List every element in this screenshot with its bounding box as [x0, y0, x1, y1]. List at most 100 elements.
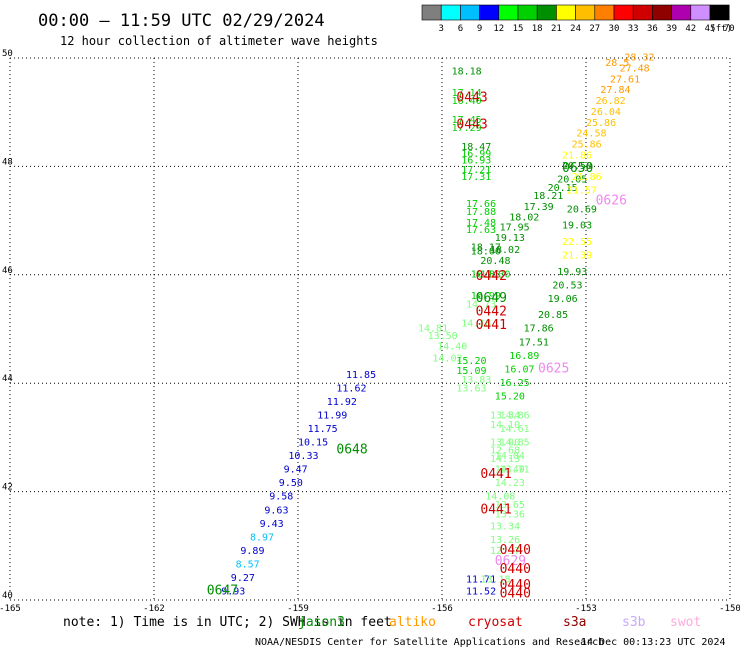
- swh-label: 26.04: [591, 107, 621, 118]
- swh-label: 8.97: [250, 532, 274, 543]
- swh-label: 14.49: [495, 465, 525, 476]
- swh-label: 27.84: [600, 85, 630, 96]
- swh-label: 17.86: [524, 324, 554, 335]
- colorbar-swatch: [709, 4, 730, 21]
- track-time-label: 0440: [500, 586, 531, 601]
- grid-lines: [9, 57, 731, 601]
- swh-label: 17.39: [524, 202, 554, 213]
- swh-label: 17.63: [466, 225, 496, 236]
- colorbar-label: 70: [724, 24, 735, 34]
- swh-label: 21.57: [567, 186, 597, 197]
- x-tick-label: -156: [431, 604, 453, 614]
- colorbar-label: 9: [477, 24, 482, 34]
- chart-title: 00:00 – 11:59 UTC 02/29/2024: [38, 11, 325, 31]
- colorbar-label: 36: [647, 24, 658, 34]
- colorbar-swatch: [594, 4, 615, 21]
- swh-label: 19.13: [495, 233, 525, 244]
- track-time-label: 0649: [476, 291, 507, 306]
- swh-label: 15.20: [456, 356, 486, 367]
- track-time-label: 0440: [500, 562, 531, 577]
- swh-label: 20.58: [562, 161, 592, 172]
- y-tick-label: 50: [2, 49, 13, 59]
- swh-label: 27.61: [610, 74, 640, 85]
- swh-label: 18.17: [471, 242, 501, 253]
- colorbar-swatch: [440, 4, 461, 21]
- y-tick-label: 40: [2, 591, 13, 601]
- swh-label: 11.52: [466, 587, 496, 598]
- swh-label: 14.02: [432, 354, 462, 365]
- swh-label: 14.18: [461, 318, 491, 329]
- colorbar-swatch: [460, 4, 480, 21]
- swh-label: 17.14: [452, 88, 482, 99]
- swh-label: 16.07: [504, 364, 534, 375]
- y-tick-label: 42: [2, 483, 13, 493]
- track-time-label: 0443: [456, 117, 487, 132]
- colorbar-swatch: [517, 4, 538, 21]
- track-time-label: 0441: [480, 502, 511, 517]
- colorbar-label: 6: [458, 24, 463, 34]
- colorbar-swatch: [498, 4, 519, 21]
- swh-label: 11.62: [336, 383, 366, 394]
- colorbar-label: (ft): [710, 24, 732, 34]
- satellite-legend-item: jason3: [298, 615, 345, 630]
- satellite-legend-item: s3a: [563, 615, 586, 630]
- colorbar-label: 45: [705, 24, 716, 34]
- track-time-label: 0629: [495, 554, 526, 569]
- swh-label: 16.40: [452, 96, 482, 107]
- track-time-label: 0650: [562, 161, 593, 176]
- swh-label: 16.25: [500, 378, 530, 389]
- swh-label: 13.34: [490, 410, 520, 421]
- swh-label: 13.18: [480, 575, 510, 586]
- swh-label: 18.00: [471, 247, 501, 258]
- swh-label: 11.75: [308, 424, 338, 435]
- swh-label: 14.40: [437, 342, 467, 353]
- colorbar-label: 24: [570, 24, 581, 34]
- swh-label: 18.02: [490, 245, 520, 256]
- colorbar-swatch: [536, 4, 557, 21]
- colorbar-swatch: [575, 4, 596, 21]
- swh-labels: 18.1817.1416.4017.4517.2918.4716.9916.93…: [221, 53, 654, 598]
- swh-label: 18.47: [461, 142, 491, 153]
- swh-label: 24.58: [576, 129, 606, 140]
- swh-label: 13.71: [500, 465, 530, 476]
- swh-label: 13.36: [495, 510, 525, 521]
- swh-label: 19.03: [562, 221, 592, 232]
- swh-label: 9.27: [231, 573, 255, 584]
- swh-label: 9.63: [264, 505, 288, 516]
- swh-label: 21.86: [562, 150, 592, 161]
- swh-label: 15.09: [456, 366, 486, 377]
- swh-label: 17.66: [466, 199, 496, 210]
- swh-label: 14.08: [485, 492, 515, 503]
- y-tick-label: 44: [2, 374, 13, 384]
- swh-label: 21.39: [562, 251, 592, 262]
- swh-label: 20.53: [552, 280, 582, 291]
- swh-label: 25.86: [572, 139, 602, 150]
- swh-label: 16.93: [461, 156, 491, 167]
- swh-label: 14.85: [500, 438, 530, 449]
- swh-label: 17.29: [452, 123, 482, 134]
- swh-label: 14.61: [500, 424, 530, 435]
- swh-label: 9.58: [269, 492, 293, 503]
- swh-label: 17.30: [480, 270, 510, 281]
- swh-label: 9.89: [240, 546, 264, 557]
- colorbar-swatch: [479, 4, 500, 21]
- swh-label: 9.47: [284, 465, 308, 476]
- axis-tick-labels: -165 -162 -159 -156 -153 -150 40 42 44 46 48 50: [0, 49, 740, 614]
- swh-label: 11.85: [346, 370, 376, 381]
- colorbar-label: 30: [609, 24, 620, 34]
- swh-label: 9.50: [279, 478, 303, 489]
- x-tick-label: -162: [143, 604, 165, 614]
- track-time-label: 0441: [480, 467, 511, 482]
- swh-label: 20.15: [548, 183, 578, 194]
- swh-label: 20.48: [480, 256, 510, 267]
- swh-label: 27.48: [620, 64, 650, 75]
- swh-label: 17.88: [466, 207, 496, 218]
- swh-label: 28.32: [624, 53, 654, 64]
- track-time-label: 0442: [476, 304, 507, 319]
- colorbar-label: 18: [532, 24, 543, 34]
- swh-label: 17.45: [452, 115, 482, 126]
- colorbar-label: 39: [666, 24, 677, 34]
- swh-label: 16.88: [471, 270, 501, 281]
- swh-label: 19.93: [557, 267, 587, 278]
- swh-label: 14.13: [490, 454, 520, 465]
